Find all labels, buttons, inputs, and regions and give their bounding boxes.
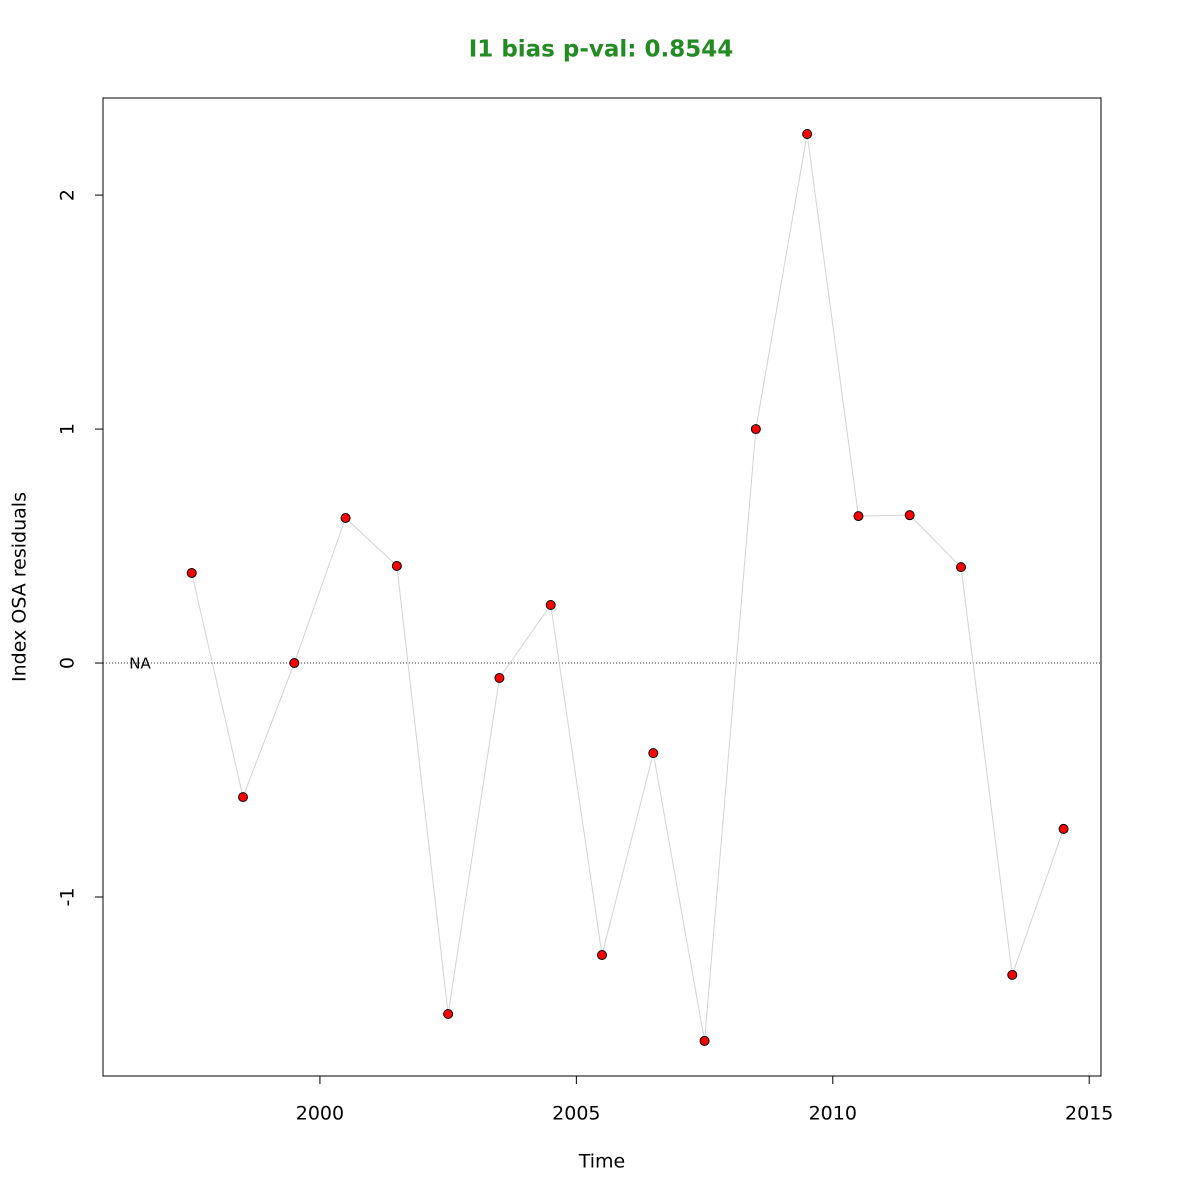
- y-tick-label: 0: [57, 657, 79, 669]
- point: [802, 129, 813, 140]
- point: [238, 792, 249, 803]
- plot-frame: [102, 97, 1102, 1077]
- point: [648, 748, 659, 759]
- y-axis-label: Index OSA residuals: [9, 492, 31, 682]
- point: [597, 950, 607, 961]
- chart-title: I1 bias p-val: 0.8544: [469, 37, 734, 63]
- y-tick-label: 2: [57, 189, 79, 201]
- point: [391, 560, 402, 571]
- point: [853, 511, 864, 522]
- x-tick-label: 2005: [552, 1103, 600, 1125]
- point: [904, 510, 915, 521]
- y-tick-label: 1: [57, 423, 79, 435]
- point: [545, 600, 556, 611]
- point: [340, 512, 351, 523]
- annotation: NA: [129, 655, 151, 673]
- x-tick-label: 2015: [1065, 1103, 1113, 1125]
- point: [1058, 823, 1069, 834]
- x-tick-label: 2010: [809, 1103, 857, 1125]
- point: [1007, 969, 1018, 980]
- point: [186, 567, 197, 578]
- point: [443, 1008, 454, 1019]
- x-axis-label: Time: [578, 1151, 626, 1173]
- point: [750, 424, 761, 435]
- point: [699, 1035, 710, 1046]
- series-line: [191, 133, 1065, 1041]
- y-tick-label: -1: [57, 888, 79, 907]
- x-tick-label: 2000: [296, 1103, 344, 1125]
- point: [955, 562, 966, 573]
- point: [494, 673, 505, 684]
- point: [289, 658, 300, 669]
